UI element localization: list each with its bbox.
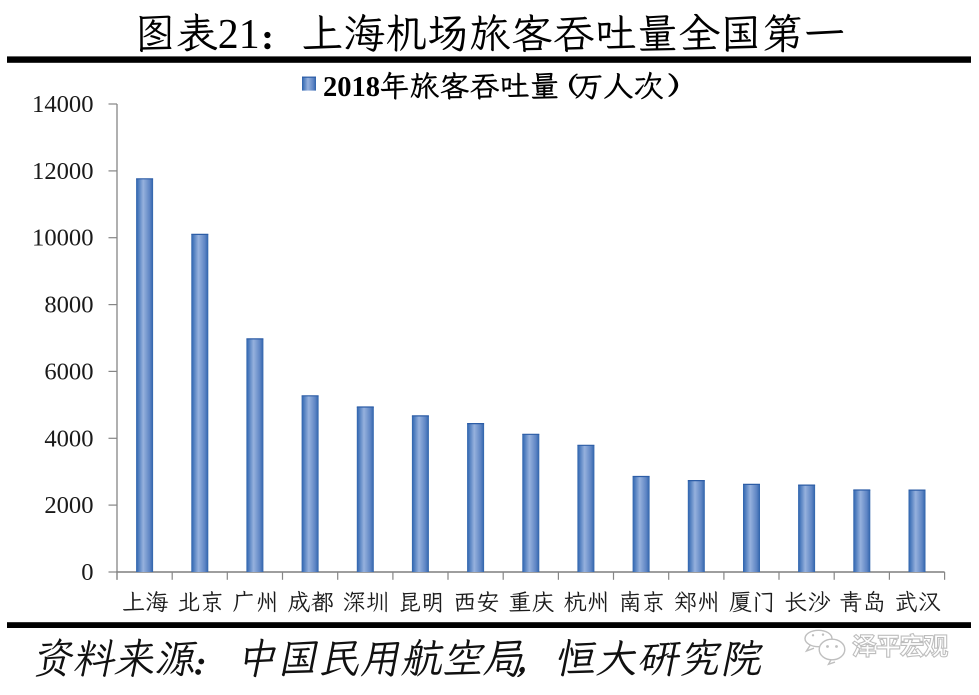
svg-text:14000: 14000	[32, 91, 93, 118]
svg-text:8000: 8000	[44, 292, 93, 319]
svg-text:4000: 4000	[44, 425, 93, 452]
svg-text:12000: 12000	[32, 158, 93, 185]
svg-text:6000: 6000	[44, 358, 93, 385]
svg-text:10000: 10000	[32, 225, 93, 252]
svg-text:2000: 2000	[44, 492, 93, 519]
svg-text:0: 0	[81, 559, 93, 586]
svg-text:21: 21	[218, 12, 260, 58]
svg-text:2018: 2018	[323, 72, 380, 103]
